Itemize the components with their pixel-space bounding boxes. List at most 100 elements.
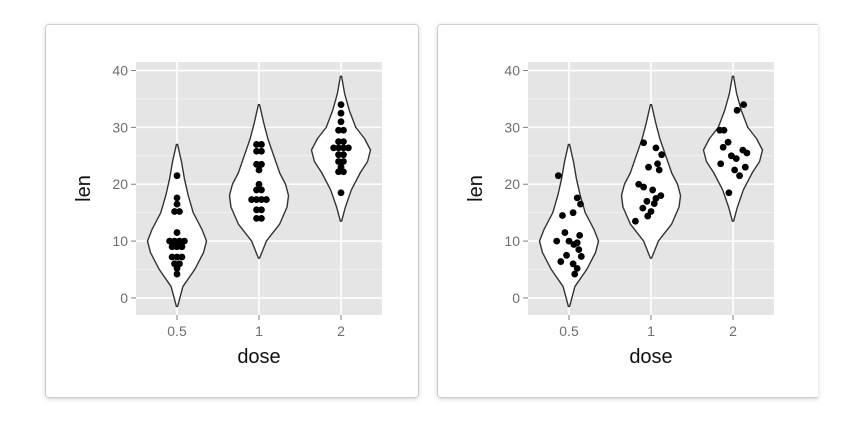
y-axis-title: len <box>73 175 95 202</box>
data-point <box>166 237 174 245</box>
data-point <box>652 195 660 202</box>
data-point <box>650 200 658 207</box>
data-point <box>340 158 347 165</box>
data-point <box>731 166 739 174</box>
y-tick-label: 10 <box>112 233 128 249</box>
data-point <box>248 196 256 203</box>
data-point <box>569 260 577 268</box>
data-point <box>553 237 561 245</box>
x-axis-title: dose <box>237 346 280 368</box>
data-point <box>640 183 648 191</box>
violin-dotplot-chart: 0 10 20 30 40 0.5 1 2 dose len <box>73 62 382 368</box>
data-point <box>654 160 661 168</box>
data-point <box>570 241 578 248</box>
data-point <box>262 196 270 203</box>
data-point <box>176 208 183 215</box>
data-point <box>720 126 728 134</box>
data-point <box>335 158 342 165</box>
chart-card-dotplot: 0 10 20 30 40 0.5 1 2 dose len <box>45 24 419 398</box>
data-point <box>337 189 345 197</box>
y-tick-label: 30 <box>504 119 520 135</box>
data-point <box>340 151 347 159</box>
data-point <box>655 166 663 174</box>
data-point <box>168 243 176 251</box>
data-point <box>740 101 748 109</box>
data-point <box>173 229 181 236</box>
data-point <box>573 264 581 272</box>
data-point <box>559 212 566 219</box>
data-point <box>340 126 347 134</box>
data-point <box>565 237 573 245</box>
y-tick-label: 40 <box>112 63 128 79</box>
data-point <box>335 126 342 134</box>
data-point <box>335 168 342 176</box>
data-point <box>644 212 652 220</box>
data-point <box>258 196 265 203</box>
data-point <box>178 243 186 251</box>
data-point <box>635 180 643 188</box>
x-tick-label: 1 <box>647 323 655 339</box>
data-point <box>258 147 265 155</box>
data-point <box>171 208 178 215</box>
data-point <box>173 172 181 180</box>
data-point <box>173 243 181 251</box>
data-point <box>725 189 733 197</box>
data-point <box>253 196 260 203</box>
data-point <box>344 144 352 152</box>
data-point <box>173 270 181 278</box>
data-point <box>340 138 347 145</box>
data-point <box>743 149 751 157</box>
data-point <box>639 204 647 212</box>
data-point <box>337 118 345 126</box>
data-point <box>180 237 188 245</box>
data-point <box>253 206 260 214</box>
data-point <box>258 186 265 194</box>
y-axis-title: len <box>465 175 487 202</box>
data-point <box>736 172 743 180</box>
data-point <box>732 155 740 163</box>
data-point <box>258 141 265 148</box>
data-point <box>571 270 579 278</box>
violin-0.5 <box>146 143 208 308</box>
data-point <box>171 237 178 245</box>
data-point <box>173 264 181 272</box>
violin-2 <box>702 75 764 222</box>
data-point <box>253 186 260 194</box>
x-axis-title: dose <box>629 346 672 368</box>
data-point <box>340 144 347 152</box>
data-point <box>255 166 263 174</box>
data-point <box>573 194 581 202</box>
data-point <box>173 200 181 208</box>
data-point <box>255 180 263 188</box>
data-point <box>658 151 666 159</box>
x-tick-label: 0.5 <box>167 323 187 339</box>
data-point <box>649 186 657 194</box>
y-tick-label: 30 <box>112 119 128 135</box>
violin-jitter-chart: 0 10 20 30 40 0.5 1 2 dose len <box>465 62 774 368</box>
data-point <box>724 138 732 146</box>
data-point <box>717 160 725 168</box>
data-point <box>335 144 342 152</box>
chart-card-jitter: 0 10 20 30 40 0.5 1 2 dose len <box>437 24 818 398</box>
data-point <box>176 237 183 245</box>
data-point <box>178 253 186 261</box>
data-point <box>258 160 265 168</box>
x-tick-label: 2 <box>729 323 737 339</box>
y-tick-label: 10 <box>504 233 520 249</box>
data-point <box>645 163 652 171</box>
data-point <box>632 217 639 225</box>
y-tick-label: 20 <box>504 176 520 192</box>
data-point <box>340 168 347 176</box>
data-point <box>253 147 260 155</box>
x-tick-label: 0.5 <box>559 323 579 339</box>
violin-0.5 <box>538 143 600 308</box>
y-tick-label: 0 <box>120 290 128 306</box>
data-point <box>741 163 749 171</box>
data-point <box>330 144 338 152</box>
data-point <box>258 206 265 214</box>
data-point <box>577 200 584 208</box>
data-point <box>563 251 570 259</box>
data-point <box>173 194 181 202</box>
data-point <box>569 209 577 217</box>
data-point <box>337 101 345 109</box>
